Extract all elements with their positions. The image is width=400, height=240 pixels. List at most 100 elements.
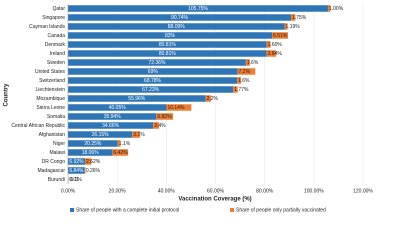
bar-segment: [284, 23, 288, 30]
bar-segment: [205, 95, 211, 102]
bar-segment: [266, 41, 271, 48]
bar-segment: [272, 32, 289, 39]
legend-swatch: [70, 208, 74, 212]
y-tick-label: Mozambique: [36, 96, 65, 102]
bar-segment: [266, 50, 277, 57]
bar-segment: [291, 14, 296, 21]
bar-segment: [68, 104, 167, 111]
value-label: 90.74%: [171, 15, 189, 21]
y-tick-label: Burundi: [48, 177, 65, 183]
bar-segment: [68, 41, 267, 48]
value-label: 40.05%: [109, 105, 127, 111]
value-label: 7.2%: [239, 69, 251, 75]
y-tick-label: Qatar: [52, 6, 65, 12]
value-label: 26.15%: [92, 132, 110, 138]
bar-segment: [68, 122, 154, 129]
value-label: 0.01: [69, 177, 79, 183]
x-axis-title: Vaccination Coverage (%): [178, 197, 251, 203]
y-tick-label: Liechtenstein: [36, 87, 66, 93]
y-tick-label: Sweden: [47, 60, 65, 66]
bar-segment: [327, 5, 331, 12]
y-tick-label: DR Congo: [42, 159, 66, 165]
x-tick-label: 100.00%: [304, 188, 324, 194]
bar-segment: [68, 5, 328, 12]
bar-segment: [237, 68, 256, 75]
bar-segment: [112, 149, 129, 156]
value-label: 72.36%: [148, 60, 166, 66]
value-label: 2.2%: [207, 96, 219, 102]
value-label: 6.92%: [69, 159, 84, 165]
bar-segment: [68, 59, 246, 66]
value-label: 88.09%: [168, 24, 186, 30]
value-label: 2.62%: [86, 159, 101, 165]
legend-label: Share of people only partially vaccinate…: [236, 207, 326, 213]
y-tick-label: Cayman Islands: [29, 24, 65, 30]
value-label: 68.78%: [144, 78, 162, 84]
y-tick-label: Madagascar: [37, 168, 65, 174]
bar-segment: [68, 158, 86, 165]
y-tick-label: Ireland: [50, 51, 66, 57]
value-label: 3.1%: [133, 132, 145, 138]
y-tick-label: Singapore: [42, 15, 65, 21]
bar-segment: [84, 167, 86, 174]
bar-segment: [68, 149, 113, 156]
value-label: 10.14%: [167, 105, 185, 111]
value-label: 55.96%: [128, 96, 146, 102]
value-label: 1.77%: [234, 87, 249, 93]
value-label: 0.1%: [70, 177, 82, 183]
bar-segment: [68, 68, 238, 75]
bar-segment: [68, 23, 285, 30]
chart: Country Vaccination Coverage (%) 0.00% 20…: [4, 4, 373, 213]
bar-segment: [68, 113, 157, 120]
bar-segment: [68, 95, 206, 102]
bar-segment: [117, 140, 121, 147]
value-label: 35.94%: [104, 114, 122, 120]
value-label: 6.82%: [157, 114, 172, 120]
x-tick-label: 40.00%: [158, 188, 176, 194]
bar-segment: [68, 131, 133, 138]
page: {"chart_data": {"type": "stacked-barh", …: [3, 4, 374, 214]
x-tick-label: 80.00%: [256, 188, 274, 194]
x-tick-label: 60.00%: [207, 188, 225, 194]
y-tick-label: Afghanistan: [39, 132, 66, 138]
y-tick-label: Canada: [47, 33, 65, 39]
value-label: 18.06%: [82, 150, 100, 156]
bar-segment: [233, 86, 238, 93]
value-label: 0.26%: [86, 168, 101, 174]
y-tick-label: Central African Republic: [11, 123, 65, 129]
legend-label: Share of people with a complete initial …: [76, 207, 179, 213]
value-label: 6.51%: [273, 33, 288, 39]
bar-segment: [68, 50, 267, 57]
value-label: 1.00%: [329, 6, 344, 12]
value-label: 80.81%: [159, 42, 177, 48]
bar-segment: [156, 113, 174, 120]
x-tick-label: 120.00%: [353, 188, 373, 194]
value-label: 20.25%: [84, 141, 102, 147]
value-label: 1.19%: [286, 24, 301, 30]
bar-segment: [68, 167, 85, 174]
value-label: 105.75%: [188, 6, 208, 12]
value-label: 67.23%: [142, 87, 160, 93]
bar-segment: [68, 77, 238, 84]
x-tick-label: 20.00%: [109, 188, 127, 194]
bar-segment: [68, 32, 273, 39]
value-label: 34.66%: [102, 123, 120, 129]
bar-segment: [153, 122, 160, 129]
y-tick-label: Switzerland: [39, 78, 65, 84]
y-axis-title: Country: [4, 83, 10, 107]
value-label: 69%: [148, 69, 159, 75]
value-label: 1.1%: [119, 141, 131, 147]
value-label: 1.6%: [238, 78, 250, 84]
bar-segment: [85, 158, 92, 165]
bar-segment: [245, 59, 250, 66]
value-label: 1.60%: [268, 42, 283, 48]
y-tick-label: Denmark: [45, 42, 66, 48]
y-tick-label: United States: [35, 69, 66, 75]
value-label: 83%: [165, 33, 176, 39]
bar-segment: [68, 86, 234, 93]
y-tick-label: Niger: [53, 141, 65, 147]
value-label: 6.84%: [69, 168, 84, 174]
value-label: 2.4%: [154, 123, 166, 129]
legend-swatch: [230, 208, 234, 212]
bar-segment: [68, 14, 292, 21]
